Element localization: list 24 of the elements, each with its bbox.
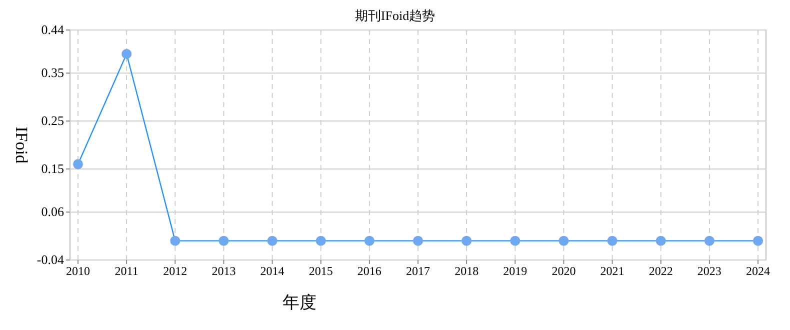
x-tick-label: 2014 — [260, 264, 284, 278]
x-tick-label: 2011 — [114, 264, 138, 278]
x-tick-label: 2022 — [648, 264, 673, 278]
x-tick-label: 2015 — [308, 264, 333, 278]
y-tick-label: 0.15 — [41, 160, 64, 176]
y-tick-label: 0.06 — [41, 204, 64, 220]
x-tick-label: 2019 — [503, 264, 528, 278]
x-axis-title: 年度 — [282, 293, 317, 312]
x-tick-label: 2023 — [697, 264, 722, 278]
x-tick-label: 2010 — [66, 264, 90, 278]
y-tick-label: 0.35 — [41, 65, 64, 80]
x-tick-label: 2020 — [552, 264, 576, 278]
chart-title: 期刊IFoid趋势 — [354, 8, 436, 23]
y-tick-label: 0.25 — [41, 113, 64, 128]
y-tick-label: 0.44 — [41, 22, 64, 37]
x-tick-label: 2016 — [357, 264, 382, 278]
x-tick-label: 2013 — [212, 264, 236, 278]
x-tick-label: 2018 — [454, 264, 479, 278]
x-tick-label: 2017 — [406, 264, 430, 278]
x-tick-label: 2024 — [746, 264, 770, 278]
y-axis-title: IFoid — [12, 126, 31, 164]
x-tick-label: 2012 — [163, 264, 188, 278]
x-tick-label: 2021 — [600, 264, 624, 278]
y-tick-label: -0.04 — [36, 252, 64, 267]
